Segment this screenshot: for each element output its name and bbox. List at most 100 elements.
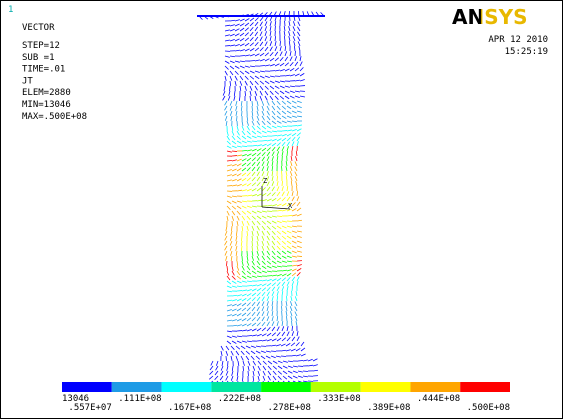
vector-arrow [266,282,272,287]
triad: Z X [261,177,293,210]
vector-arrow [293,41,296,47]
vector-arrow [236,370,239,377]
vector-arrow [236,145,242,148]
vector-arrow [302,359,308,362]
vector-arrow [256,260,261,266]
vector-arrow [291,214,297,217]
vector-arrow [296,207,302,212]
vector-arrow [236,313,242,317]
vector-arrow [276,120,282,124]
vector-arrow [230,350,234,356]
vector-arrow [294,95,300,98]
vector-arrow [251,140,258,143]
vector-arrow [264,85,269,90]
vector-arrow [224,250,228,256]
vector-arrow [269,75,275,78]
vector-arrow [312,369,319,372]
vector-arrow [294,73,300,77]
vector-arrow [256,245,259,251]
vector-arrow [279,56,284,62]
vector-arrow [241,140,247,144]
vector-field [197,10,325,387]
vector-arrow [261,279,267,282]
vector-arrow [236,318,242,322]
vector-arrow [246,130,251,135]
vector-arrow [266,171,269,177]
vector-arrow [231,299,237,302]
vector-arrow [251,205,257,208]
vector-arrow [281,255,287,259]
vector-arrow [241,280,247,283]
vector-arrow [242,360,245,366]
legend-label: .333E+08 [317,394,360,404]
vector-arrow [249,85,253,91]
vector-arrow [289,90,295,94]
logo: ANSYS [452,5,528,29]
vector-arrow [266,240,270,246]
vector-arrow [291,128,297,132]
vector-arrow [292,370,298,374]
vector-arrow [297,31,301,37]
vector-arrow [224,60,230,64]
vector-arrow [271,138,277,142]
vector-arrow [264,41,268,47]
vector-arrow [272,360,278,364]
vector-arrow [287,365,293,369]
vector-arrow [267,360,273,365]
vector-arrow [256,148,262,152]
vector-arrow [244,54,250,57]
vector-arrow [259,31,263,37]
vector-arrow [271,274,277,277]
vector-arrow [296,331,299,337]
vector-arrow [271,156,274,162]
vector-arrow [261,327,267,332]
vector-arrow [296,250,302,253]
vector-arrow [246,167,251,172]
vector-arrow [282,365,288,369]
info-line: ELEM=2880 [22,88,71,98]
vector-arrow [266,143,272,147]
vector-arrow [294,306,298,312]
vector-arrow [262,360,267,365]
vector-arrow [231,370,234,376]
vector-arrow [224,39,230,42]
legend-swatch [62,382,112,392]
vector-arrow [296,276,300,282]
vector-arrow [241,215,246,221]
vector-arrow [226,130,229,136]
legend-swatch [261,382,311,392]
vector-arrow [290,311,293,317]
vector-arrow [297,370,303,373]
vector-arrow [281,337,287,342]
vector-arrow [231,308,237,312]
vector-arrow [239,60,246,63]
vector-arrow [259,36,263,42]
vector-arrow [285,349,291,352]
vector-arrow [296,268,302,272]
vector-arrow [246,293,252,297]
vector-arrow [284,51,288,57]
vector-arrow [274,69,280,72]
vector-arrow [276,240,281,246]
vector-arrow [246,340,253,343]
vector-arrow [256,182,261,187]
vector-arrow [261,321,266,327]
vector-arrow [241,125,245,131]
vector-arrow [235,100,238,106]
vector-arrow [231,335,237,338]
vector-arrow [286,208,292,212]
vector-arrow [230,255,233,261]
vector-arrow [239,85,242,91]
vector-arrow [297,36,301,42]
vector-arrow [286,146,289,152]
vector-arrow [266,156,270,162]
vector-arrow [231,285,237,288]
vector-arrow [261,230,265,236]
vector-arrow [234,60,240,63]
vector-arrow [249,22,254,27]
vector-arrow [241,210,247,215]
vector-arrow [274,57,279,62]
vector-arrow [283,31,286,37]
vector-arrow [241,120,244,126]
vector-arrow [251,210,257,214]
